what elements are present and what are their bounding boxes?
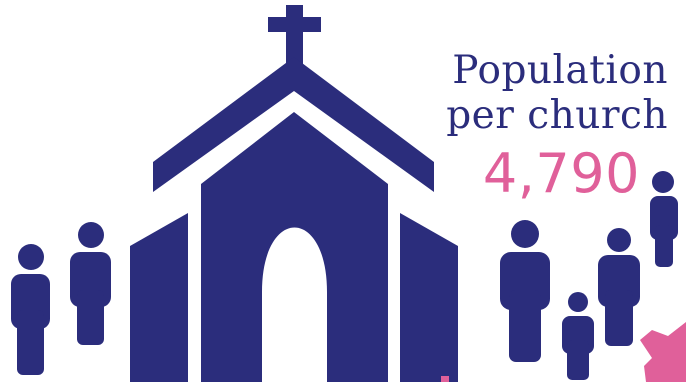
cross-icon <box>268 5 321 67</box>
stat-value: 4,790 <box>482 142 640 205</box>
person-icon <box>650 171 678 267</box>
church-icon <box>130 5 458 382</box>
stat-label-line2: per church <box>446 93 668 138</box>
person-icon <box>11 244 50 375</box>
person-icon <box>598 228 640 346</box>
stat-label-line1: Population <box>452 48 668 93</box>
map-fragment-icon <box>441 322 686 382</box>
person-icon <box>500 220 550 362</box>
person-icon <box>70 222 111 345</box>
person-icon <box>562 292 594 380</box>
stat-label: Population per church <box>430 48 668 138</box>
